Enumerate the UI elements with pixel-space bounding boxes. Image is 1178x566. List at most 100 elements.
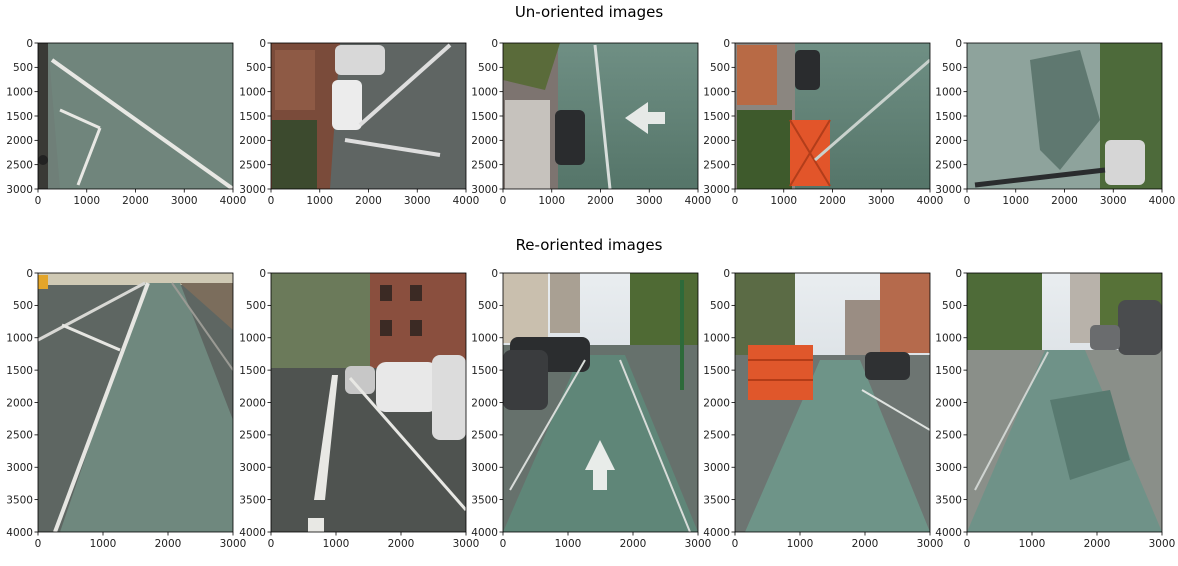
y-tick-label: 3500 (6, 494, 33, 506)
y-tick-label: 1000 (935, 86, 962, 98)
y-tick-label: 1500 (471, 365, 498, 377)
x-tick-label: 3000 (636, 195, 663, 207)
y-tick-label: 3000 (471, 184, 498, 196)
x-tick-label: 0 (732, 538, 739, 550)
x-tick-label: 0 (500, 195, 507, 207)
y-tick-label: 2500 (6, 430, 33, 442)
x-tick-label: 0 (35, 538, 42, 550)
y-tick-label: 1000 (935, 333, 962, 345)
x-tick-label: 2000 (388, 538, 415, 550)
x-tick-label: 4000 (685, 195, 712, 207)
axes-2-4: 0 1000 2000 3000 0 500 1000 1500 2000 2500 3000 350… (703, 268, 943, 550)
x-tick-label: 4000 (220, 195, 247, 207)
y-tick-label: 1500 (6, 365, 33, 377)
y-tick-label: 1500 (239, 111, 266, 123)
x-tick-label: 1000 (90, 538, 117, 550)
y-tick-label: 2000 (935, 135, 962, 147)
axes-1-4: 0 1000 2000 3000 4000 0 500 1000 1500 2000 2500 300… (703, 38, 943, 207)
y-tick-label: 0 (723, 268, 730, 280)
y-tick-label: 2000 (471, 397, 498, 409)
y-tick-label: 2000 (703, 397, 730, 409)
panel-image-1-2 (271, 43, 466, 189)
y-tick-label: 1500 (935, 111, 962, 123)
y-tick-label: 3500 (239, 494, 266, 506)
y-tick-label: 1500 (703, 365, 730, 377)
x-tick-label: 3000 (868, 195, 895, 207)
y-tick-label: 0 (955, 268, 962, 280)
y-tick-label: 2000 (471, 135, 498, 147)
x-tick-label: 1000 (555, 538, 582, 550)
axes-2-1: 0 1000 2000 3000 0 500 1000 1500 2000 2500 3000 350… (6, 268, 246, 550)
panel-image-1-3 (503, 43, 698, 189)
y-tick-label: 2500 (6, 159, 33, 171)
y-tick-label: 3500 (471, 494, 498, 506)
x-tick-label: 2000 (819, 195, 846, 207)
y-tick-label: 4000 (471, 527, 498, 539)
panel-image-2-1 (38, 273, 233, 532)
x-tick-label: 0 (500, 538, 507, 550)
panel-image-1-1 (38, 43, 233, 189)
axes-2-5: 0 1000 2000 3000 0 500 1000 1500 2000 2500 3000 350… (935, 268, 1175, 550)
x-tick-label: 0 (268, 195, 275, 207)
axes-layer: 0 1000 2000 3000 400005001000150020002500300… (6, 38, 1175, 550)
y-tick-label: 3000 (703, 462, 730, 474)
y-tick-label: 3000 (935, 184, 962, 196)
y-tick-label: 3000 (935, 462, 962, 474)
axes-2-3: 0 1000 2000 3000 0 500 1000 1500 2000 2500 3000 350… (471, 268, 711, 550)
axes-1-1: 0 1000 2000 3000 4000 0 500 1000 1500 2000 2500 300… (6, 38, 246, 207)
y-tick-label: 1000 (703, 86, 730, 98)
y-tick-label: 1000 (6, 86, 33, 98)
y-tick-label: 1500 (6, 111, 33, 123)
y-tick-label: 1000 (703, 333, 730, 345)
axes-2-2: 0 1000 2000 3000 0 500 1000 1500 2000 2500 3000 350… (239, 268, 479, 550)
y-tick-label: 500 (246, 62, 266, 74)
x-tick-label: 3000 (453, 538, 480, 550)
panel-image-2-2 (271, 273, 466, 532)
y-tick-label: 1000 (239, 86, 266, 98)
y-tick-label: 2500 (239, 159, 266, 171)
y-tick-label: 0 (955, 38, 962, 50)
y-tick-label: 0 (491, 38, 498, 50)
y-tick-label: 1000 (471, 333, 498, 345)
x-tick-label: 4000 (917, 195, 944, 207)
y-tick-label: 2000 (935, 397, 962, 409)
y-tick-label: 500 (246, 300, 266, 312)
y-tick-label: 3000 (6, 184, 33, 196)
y-tick-label: 3500 (703, 494, 730, 506)
y-tick-label: 500 (942, 62, 962, 74)
x-tick-label: 0 (964, 195, 971, 207)
y-tick-label: 4000 (6, 527, 33, 539)
x-tick-label: 1000 (787, 538, 814, 550)
y-tick-label: 0 (26, 38, 33, 50)
x-tick-label: 0 (732, 195, 739, 207)
panel-image-1-4 (735, 43, 930, 189)
x-tick-label: 0 (268, 538, 275, 550)
axes-1-2: 0 1000 2000 3000 4000 0 500 1000 1500 2000 2500 300… (239, 38, 479, 207)
y-tick-label: 0 (259, 268, 266, 280)
x-tick-label: 3000 (1100, 195, 1127, 207)
y-tick-label: 0 (26, 268, 33, 280)
row-title-un-oriented: Un-oriented images (515, 3, 664, 21)
y-tick-label: 2000 (239, 397, 266, 409)
y-tick-label: 3000 (239, 184, 266, 196)
x-tick-label: 3000 (171, 195, 198, 207)
y-tick-label: 1500 (935, 365, 962, 377)
y-tick-label: 500 (478, 300, 498, 312)
y-tick-label: 2500 (935, 430, 962, 442)
x-tick-label: 3000 (685, 538, 712, 550)
y-tick-label: 0 (259, 38, 266, 50)
y-tick-label: 500 (710, 62, 730, 74)
x-tick-label: 3000 (220, 538, 247, 550)
x-tick-label: 1000 (770, 195, 797, 207)
y-tick-label: 0 (491, 268, 498, 280)
y-tick-label: 2000 (6, 135, 33, 147)
y-tick-label: 2000 (239, 135, 266, 147)
y-tick-label: 3000 (703, 184, 730, 196)
y-tick-label: 500 (942, 300, 962, 312)
x-tick-label: 2000 (1084, 538, 1111, 550)
x-tick-label: 1000 (323, 538, 350, 550)
panel-image-1-5 (967, 43, 1162, 189)
y-tick-label: 1500 (239, 365, 266, 377)
x-tick-label: 2000 (122, 195, 149, 207)
